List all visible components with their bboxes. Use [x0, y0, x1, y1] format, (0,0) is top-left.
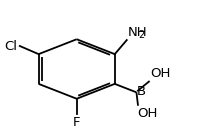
Text: B: B: [137, 85, 146, 98]
Text: Cl: Cl: [4, 39, 17, 53]
Text: OH: OH: [150, 67, 170, 80]
Text: NH: NH: [127, 26, 147, 39]
Text: OH: OH: [138, 107, 158, 120]
Text: F: F: [73, 116, 80, 129]
Text: 2: 2: [139, 30, 145, 40]
